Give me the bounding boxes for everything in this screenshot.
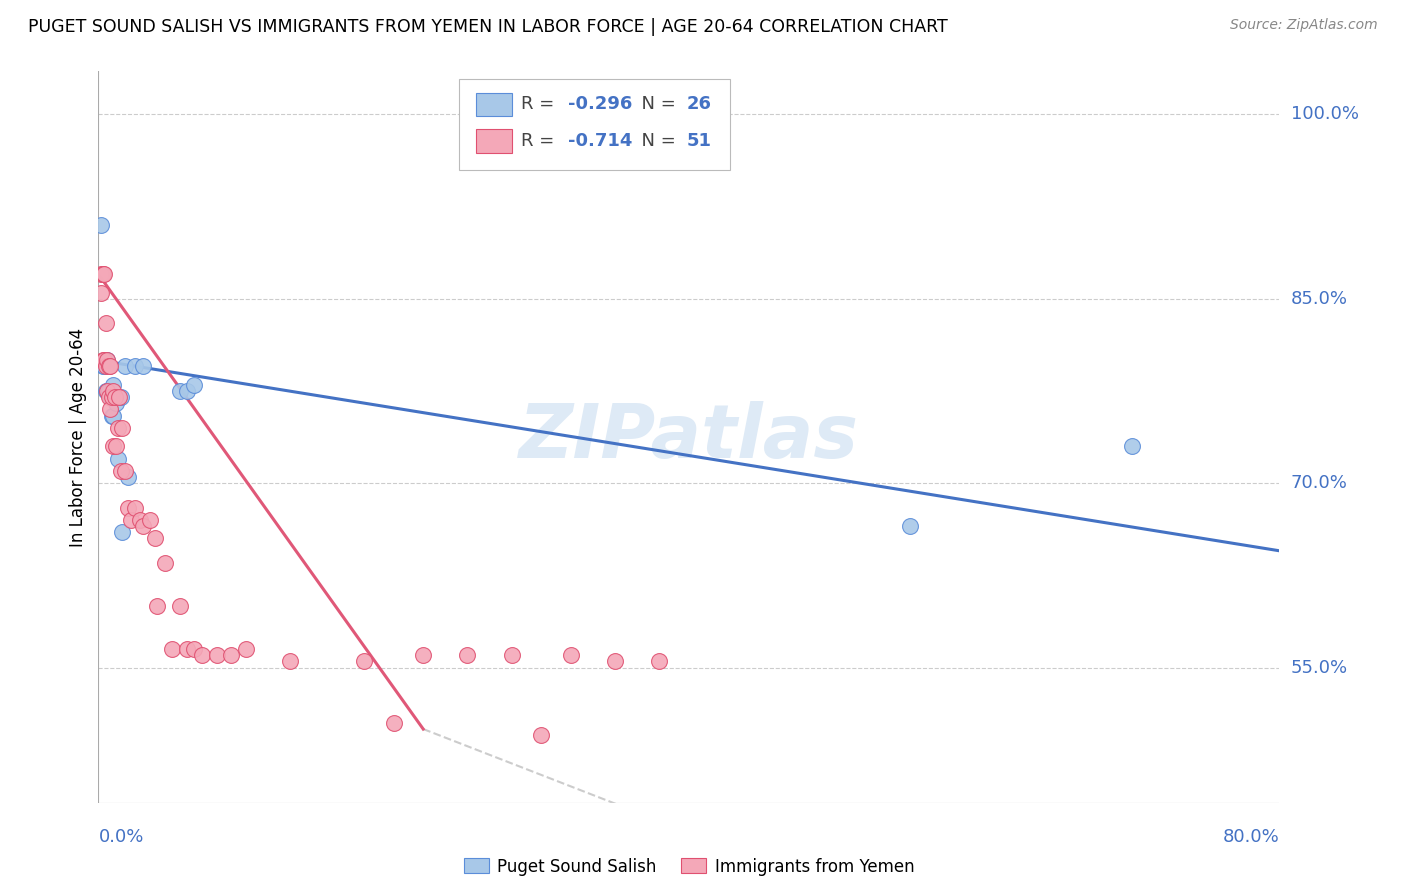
Point bbox=[93, 267, 115, 281]
Point bbox=[107, 421, 129, 435]
Point bbox=[103, 409, 125, 423]
Point bbox=[146, 599, 169, 613]
Point bbox=[93, 359, 115, 374]
Text: R =: R = bbox=[522, 132, 560, 150]
Point bbox=[110, 390, 132, 404]
Point bbox=[91, 359, 114, 374]
Point bbox=[90, 285, 112, 300]
Point bbox=[128, 513, 150, 527]
Point bbox=[530, 728, 553, 742]
Point bbox=[91, 267, 114, 281]
Point bbox=[132, 359, 155, 374]
Point bbox=[98, 359, 121, 374]
Point bbox=[94, 359, 117, 374]
Point bbox=[93, 353, 115, 368]
Point bbox=[104, 390, 127, 404]
Point bbox=[96, 353, 118, 368]
Point bbox=[94, 384, 117, 398]
Point bbox=[114, 464, 136, 478]
Point bbox=[96, 384, 118, 398]
Point bbox=[169, 599, 191, 613]
Text: 80.0%: 80.0% bbox=[1223, 828, 1279, 846]
Point bbox=[169, 384, 191, 398]
Text: 70.0%: 70.0% bbox=[1291, 475, 1347, 492]
Text: 55.0%: 55.0% bbox=[1291, 658, 1348, 676]
Point bbox=[98, 390, 121, 404]
Point bbox=[1121, 439, 1143, 453]
Legend: Puget Sound Salish, Immigrants from Yemen: Puget Sound Salish, Immigrants from Yeme… bbox=[457, 851, 921, 882]
Point bbox=[96, 384, 118, 398]
Point bbox=[100, 390, 122, 404]
Point bbox=[103, 439, 125, 453]
Point bbox=[105, 439, 128, 453]
Text: 51: 51 bbox=[686, 132, 711, 150]
Point bbox=[108, 390, 131, 404]
Text: N =: N = bbox=[630, 95, 682, 113]
Point bbox=[235, 642, 257, 657]
Point bbox=[111, 421, 134, 435]
Text: 100.0%: 100.0% bbox=[1291, 105, 1358, 123]
Point bbox=[97, 384, 120, 398]
Point bbox=[191, 648, 214, 663]
Point bbox=[605, 655, 627, 669]
Point bbox=[132, 519, 155, 533]
Point bbox=[105, 396, 128, 410]
Point bbox=[107, 451, 129, 466]
Point bbox=[98, 402, 121, 417]
Text: R =: R = bbox=[522, 95, 560, 113]
Point bbox=[560, 648, 582, 663]
Point bbox=[124, 359, 146, 374]
Point bbox=[97, 359, 120, 374]
Point bbox=[110, 464, 132, 478]
Point bbox=[353, 655, 375, 669]
Point bbox=[96, 353, 118, 368]
Point bbox=[176, 384, 198, 398]
Point bbox=[117, 500, 139, 515]
Text: -0.296: -0.296 bbox=[568, 95, 633, 113]
Point bbox=[278, 655, 302, 669]
Point bbox=[100, 409, 122, 423]
Point bbox=[219, 648, 242, 663]
Point bbox=[111, 525, 134, 540]
Point bbox=[205, 648, 228, 663]
FancyBboxPatch shape bbox=[458, 78, 730, 170]
Point bbox=[94, 353, 117, 368]
Point bbox=[120, 513, 142, 527]
Point bbox=[103, 384, 125, 398]
Point bbox=[114, 359, 136, 374]
Point bbox=[183, 642, 205, 657]
FancyBboxPatch shape bbox=[477, 93, 512, 116]
Point bbox=[412, 648, 434, 663]
Point bbox=[94, 317, 117, 331]
Point bbox=[456, 648, 478, 663]
Point bbox=[162, 642, 183, 657]
Point bbox=[900, 519, 922, 533]
Point bbox=[143, 532, 166, 546]
Point bbox=[153, 556, 176, 570]
Point bbox=[501, 648, 523, 663]
Text: Source: ZipAtlas.com: Source: ZipAtlas.com bbox=[1230, 18, 1378, 32]
Y-axis label: In Labor Force | Age 20-64: In Labor Force | Age 20-64 bbox=[69, 327, 87, 547]
Text: N =: N = bbox=[630, 132, 682, 150]
Point bbox=[648, 655, 671, 669]
Point bbox=[124, 500, 146, 515]
Point bbox=[382, 715, 405, 730]
Text: ZIPatlas: ZIPatlas bbox=[519, 401, 859, 474]
Point bbox=[103, 377, 125, 392]
Point bbox=[139, 513, 162, 527]
Point bbox=[90, 267, 112, 281]
Point bbox=[90, 218, 112, 232]
Text: 0.0%: 0.0% bbox=[98, 828, 143, 846]
Text: 26: 26 bbox=[686, 95, 711, 113]
Point bbox=[117, 470, 139, 484]
Point bbox=[97, 359, 120, 374]
Point bbox=[97, 390, 120, 404]
Text: -0.714: -0.714 bbox=[568, 132, 633, 150]
Text: 85.0%: 85.0% bbox=[1291, 290, 1347, 308]
FancyBboxPatch shape bbox=[477, 129, 512, 153]
Point bbox=[183, 377, 205, 392]
Point bbox=[91, 353, 114, 368]
Text: PUGET SOUND SALISH VS IMMIGRANTS FROM YEMEN IN LABOR FORCE | AGE 20-64 CORRELATI: PUGET SOUND SALISH VS IMMIGRANTS FROM YE… bbox=[28, 18, 948, 36]
Point bbox=[176, 642, 198, 657]
